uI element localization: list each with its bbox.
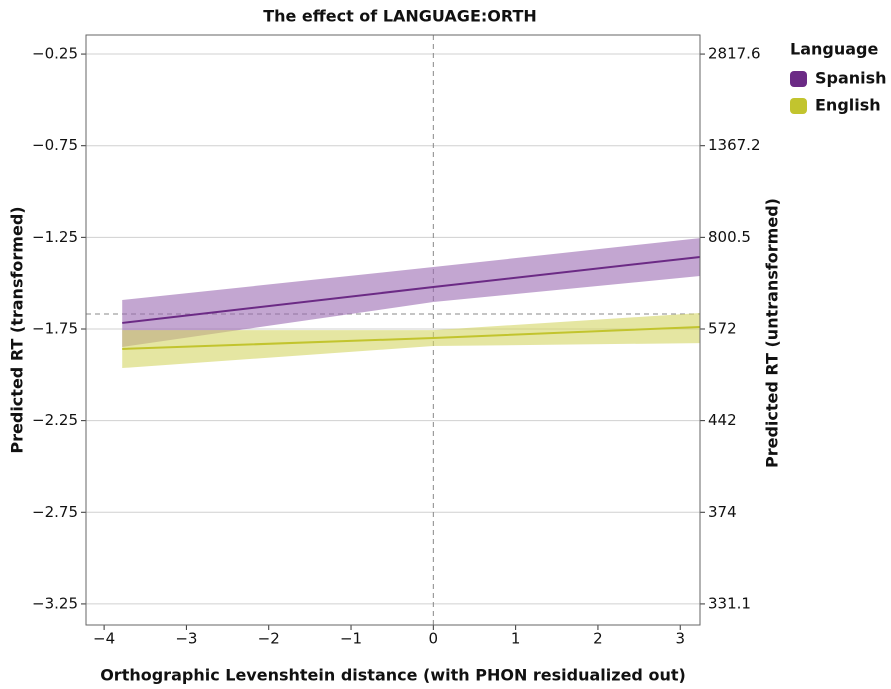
x-tick-label: −4 <box>93 630 115 648</box>
y2-tick-label: 2817.6 <box>708 45 761 63</box>
y-tick-label: −1.25 <box>32 228 78 246</box>
chart-title: The effect of LANGUAGE:ORTH <box>263 7 537 26</box>
y2-tick-label: 1367.2 <box>708 136 761 154</box>
y-tick-label: −3.25 <box>32 594 78 612</box>
series-line <box>122 255 701 324</box>
x-tick-label: 1 <box>511 630 521 648</box>
y2-tick-label: 442 <box>708 411 737 429</box>
y-tick-label: −0.75 <box>32 136 78 154</box>
series-line <box>122 325 701 350</box>
x-tick-label: 2 <box>593 630 603 648</box>
y2-tick-label: 800.5 <box>708 228 751 246</box>
y-tick-label: −2.75 <box>32 503 78 521</box>
y2-tick-label: 331.1 <box>708 594 751 612</box>
legend-label: Spanish <box>815 69 887 88</box>
y-tick-label: −1.75 <box>32 319 78 337</box>
confidence-band <box>122 238 700 347</box>
y-axis-label: Predicted RT (transformed) <box>8 206 27 453</box>
legend-title: Language <box>790 40 878 59</box>
y2-tick-label: 374 <box>708 503 737 521</box>
x-tick-label: −1 <box>340 630 362 648</box>
plot-frame <box>85 34 701 626</box>
y-tick-label: −0.25 <box>32 45 78 63</box>
legend-swatch <box>790 98 807 114</box>
legend-label: English <box>815 96 881 115</box>
x-tick-label: 3 <box>675 630 685 648</box>
y-tick-label: −2.25 <box>32 411 78 429</box>
confidence-band <box>122 313 700 369</box>
x-tick-label: −2 <box>258 630 280 648</box>
x-tick-label: −3 <box>175 630 197 648</box>
x-axis-label: Orthographic Levenshtein distance (with … <box>100 666 686 685</box>
y2-tick-label: 572 <box>708 319 737 337</box>
legend-swatch <box>790 71 807 87</box>
x-tick-label: 0 <box>429 630 439 648</box>
y2-axis-label: Predicted RT (untransformed) <box>763 198 782 468</box>
